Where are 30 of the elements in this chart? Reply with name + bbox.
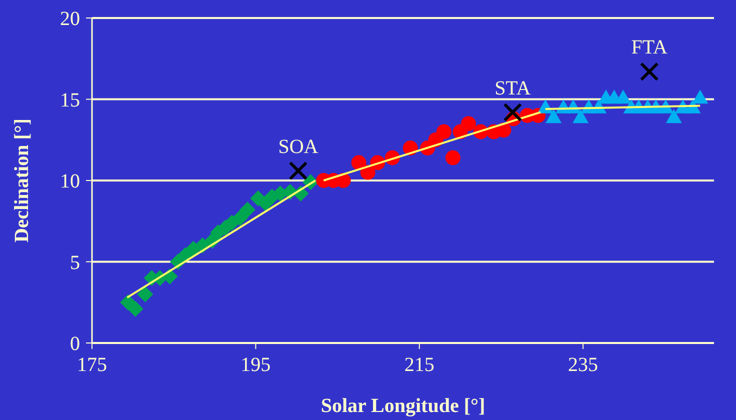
point	[572, 109, 589, 124]
point	[503, 102, 522, 122]
y-tick-label: 0	[70, 333, 80, 355]
y-tick-label: 5	[70, 252, 80, 274]
point	[351, 155, 366, 170]
point	[232, 210, 248, 226]
point	[240, 202, 256, 218]
point	[137, 286, 154, 302]
point	[460, 116, 476, 132]
x-tick-label: 235	[568, 354, 598, 376]
point	[127, 300, 144, 317]
annotation: SOA	[278, 136, 319, 158]
annotation: FTA	[631, 36, 668, 59]
y-axis-title: Declination [°]	[11, 118, 33, 243]
point	[436, 124, 452, 140]
y-tick-label: 20	[60, 8, 80, 30]
point	[692, 90, 708, 104]
y-tick-label: 10	[60, 170, 80, 192]
annotation: STA	[494, 77, 532, 100]
point	[546, 109, 562, 124]
point	[615, 90, 632, 104]
x-tick-label: 195	[240, 354, 271, 376]
point	[640, 62, 659, 82]
point	[445, 150, 460, 166]
x-tick-label: 175	[77, 354, 107, 376]
x-tick-label: 215	[404, 354, 434, 376]
point	[288, 161, 308, 180]
y-tick-label: 15	[60, 89, 80, 112]
x-axis-title: Solar Longitude [°]	[320, 395, 486, 417]
point	[666, 109, 682, 124]
